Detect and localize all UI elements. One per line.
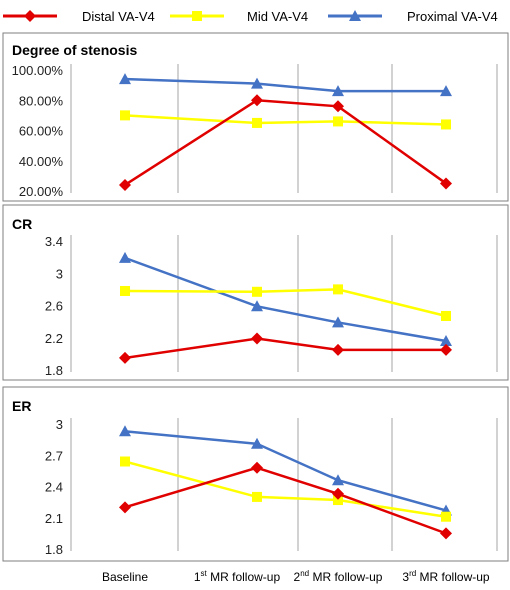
- x-tick-label: 2nd MR follow-up: [294, 569, 383, 584]
- data-point-proximal-va-v4: [251, 437, 263, 449]
- data-point-proximal-va-v4: [332, 474, 344, 486]
- y-tick-label: 2.2: [45, 331, 63, 346]
- series-mid-va-v4: [120, 284, 451, 321]
- data-point-distal-va-v4: [119, 178, 131, 191]
- y-tick-label: 2.7: [45, 448, 63, 463]
- data-point-mid-va-v4: [252, 491, 262, 502]
- data-point-mid-va-v4: [441, 310, 451, 321]
- data-point-distal-va-v4: [440, 343, 452, 356]
- panel-er: ER 3 2.7 2.4 2.1 1.8: [2, 386, 509, 562]
- series-distal-va-v4: [119, 461, 452, 540]
- data-point-proximal-va-v4: [119, 73, 131, 85]
- data-point-distal-va-v4: [332, 100, 344, 113]
- series-mid-va-v4: [120, 456, 451, 522]
- x-tick-label: 3rd MR follow-up: [402, 569, 489, 584]
- data-point-mid-va-v4: [333, 116, 343, 127]
- series-line-mid-va-v4: [124, 114, 447, 126]
- x-tick-label: Baseline: [102, 570, 148, 584]
- y-tick-label: 60.00%: [19, 124, 64, 139]
- legend-marker-distal-va-v4: [24, 10, 36, 22]
- legend: Distal VA-V4 Mid VA-V4 Proximal VA-V4: [3, 9, 498, 24]
- panel-cr: CR 3.4 3 2.6 2.2 1.8: [2, 204, 509, 381]
- data-point-distal-va-v4: [251, 461, 263, 474]
- series-line-distal-va-v4: [124, 337, 446, 360]
- data-point-distal-va-v4: [332, 343, 344, 356]
- data-point-proximal-va-v4: [332, 316, 344, 328]
- y-tick-label: 3: [56, 417, 63, 432]
- data-point-mid-va-v4: [441, 119, 451, 130]
- y-tick-label: 2.4: [45, 480, 63, 495]
- y-tick-label: 3.4: [45, 234, 63, 249]
- data-point-distal-va-v4: [440, 527, 452, 540]
- data-point-distal-va-v4: [119, 501, 131, 514]
- panels: Degree of stenosis 100.00% 80.00% 60.00% 40.…: [2, 32, 509, 562]
- series-line-distal-va-v4: [124, 98, 447, 187]
- y-tick-label: 3: [56, 266, 63, 281]
- data-point-mid-va-v4: [120, 285, 130, 296]
- series-line-distal-va-v4: [124, 466, 447, 535]
- data-point-distal-va-v4: [251, 332, 263, 345]
- legend-label-proximal-va-v4: Proximal VA-V4: [407, 9, 498, 24]
- x-tick-label: 1st MR follow-up: [194, 569, 281, 584]
- series-line-proximal-va-v4: [124, 77, 446, 93]
- data-point-proximal-va-v4: [251, 77, 263, 89]
- data-point-mid-va-v4: [252, 117, 262, 128]
- y-tick-label: 2.6: [45, 299, 63, 314]
- panel-frame: [2, 386, 509, 562]
- data-point-proximal-va-v4: [119, 251, 131, 263]
- y-tick-label: 100.00%: [12, 63, 64, 78]
- panel-title: ER: [12, 398, 31, 414]
- series-mid-va-v4: [120, 110, 451, 130]
- panel-title: Degree of stenosis: [12, 42, 137, 58]
- data-point-proximal-va-v4: [440, 334, 452, 346]
- series-line-proximal-va-v4: [124, 256, 447, 343]
- y-tick-label: 20.00%: [19, 184, 64, 199]
- panel-title: CR: [12, 216, 32, 232]
- data-point-mid-va-v4: [120, 110, 130, 121]
- series-line-mid-va-v4: [124, 288, 447, 318]
- legend-label-distal-va-v4: Distal VA-V4: [82, 9, 155, 24]
- data-point-distal-va-v4: [119, 351, 131, 364]
- legend-marker-mid-va-v4: [192, 11, 202, 21]
- series-line-mid-va-v4: [124, 460, 447, 518]
- data-point-mid-va-v4: [252, 286, 262, 297]
- data-point-mid-va-v4: [441, 511, 451, 522]
- x-axis-labels: Baseline 1st MR follow-up 2nd MR follow-up…: [102, 569, 490, 584]
- data-point-distal-va-v4: [440, 177, 452, 190]
- series-proximal-va-v4: [119, 73, 452, 97]
- panel-degree-of-stenosis: Degree of stenosis 100.00% 80.00% 60.00% 40.…: [2, 32, 509, 202]
- data-point-mid-va-v4: [120, 456, 130, 467]
- legend-label-mid-va-v4: Mid VA-V4: [247, 9, 308, 24]
- y-tick-label: 2.1: [45, 511, 63, 526]
- series-proximal-va-v4: [119, 251, 452, 346]
- series-line-proximal-va-v4: [124, 430, 447, 512]
- y-tick-label: 80.00%: [19, 93, 64, 108]
- y-tick-label: 1.8: [45, 542, 63, 557]
- legend-marker-proximal-va-v4: [349, 10, 361, 21]
- series-distal-va-v4: [119, 94, 452, 191]
- y-tick-label: 40.00%: [19, 154, 64, 169]
- data-point-distal-va-v4: [332, 487, 344, 500]
- y-tick-label: 1.8: [45, 363, 63, 378]
- data-point-proximal-va-v4: [251, 300, 263, 312]
- data-point-mid-va-v4: [333, 284, 343, 295]
- data-point-proximal-va-v4: [119, 425, 131, 437]
- panel-frame: [2, 32, 509, 202]
- data-point-proximal-va-v4: [332, 85, 344, 97]
- data-point-proximal-va-v4: [440, 85, 452, 97]
- data-point-distal-va-v4: [251, 94, 263, 107]
- series-distal-va-v4: [119, 332, 452, 364]
- data-point-mid-va-v4: [333, 495, 343, 506]
